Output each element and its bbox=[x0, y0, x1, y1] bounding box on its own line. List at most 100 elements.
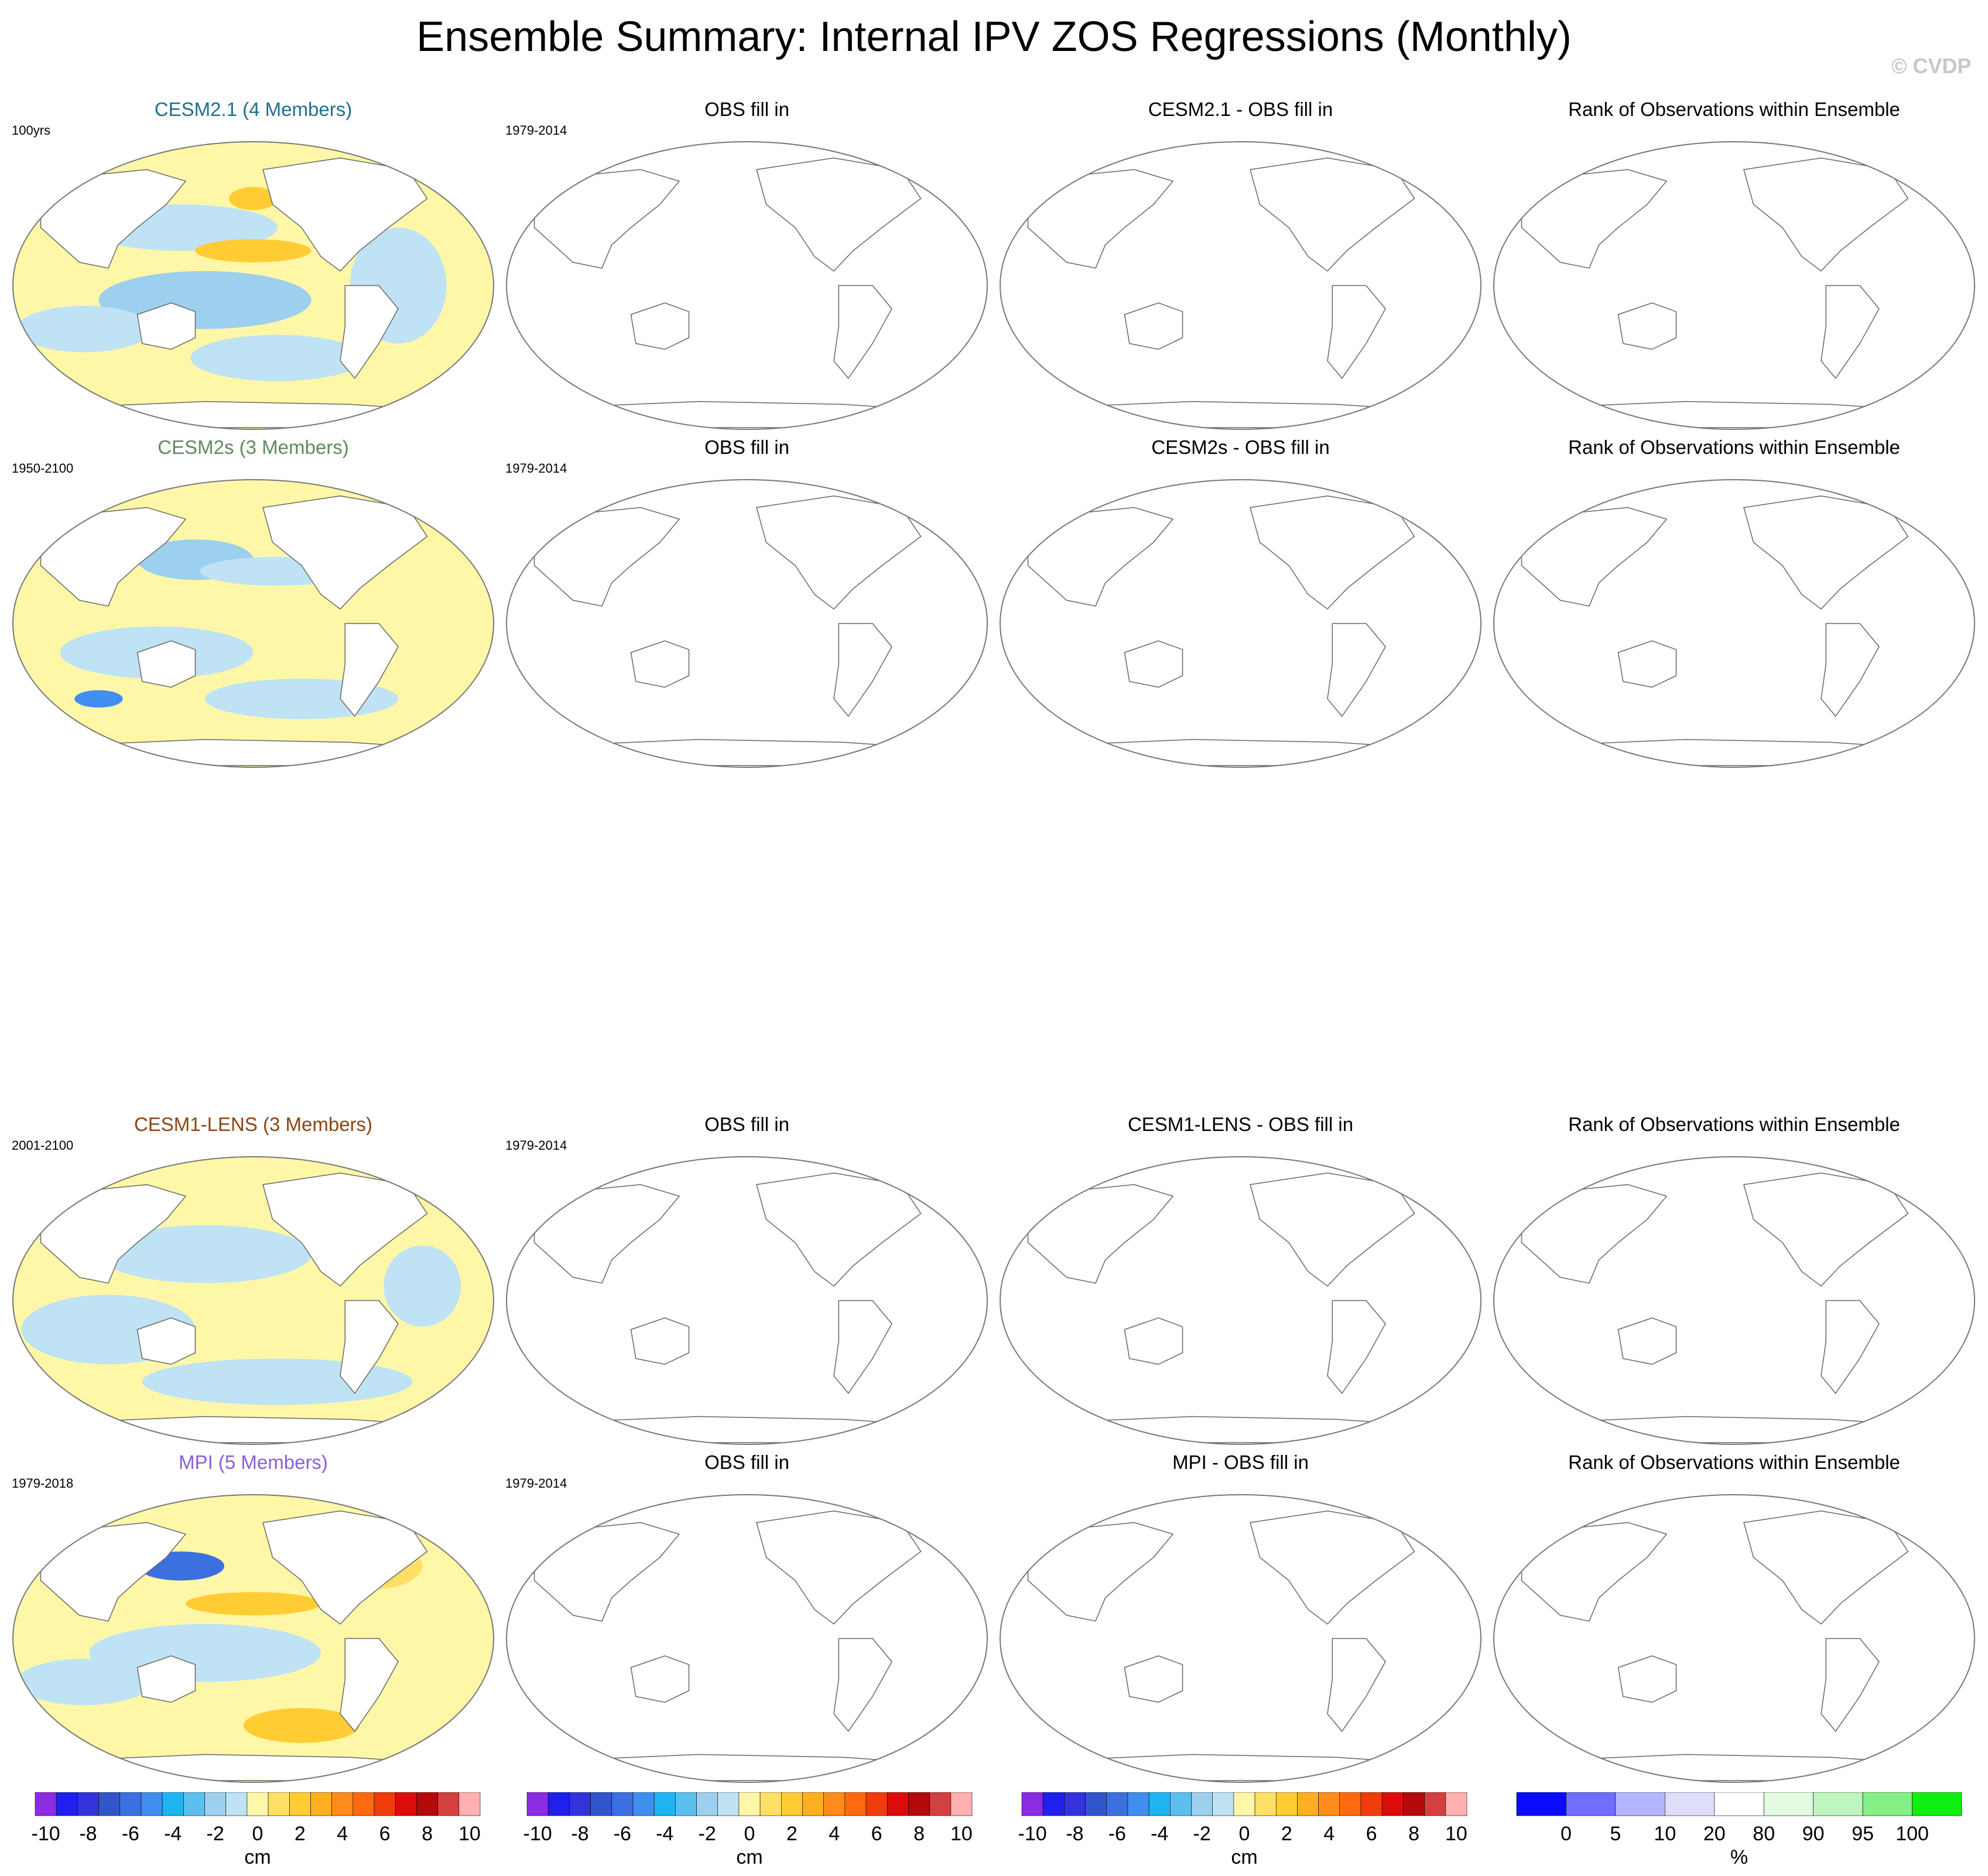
colorbar-2-unit: cm bbox=[1231, 1846, 1257, 1868]
colorbar-1-tick-label: 6 bbox=[871, 1823, 882, 1845]
colorbar-3-swatch bbox=[1714, 1792, 1764, 1816]
colorbar-2-tick-label: -10 bbox=[1018, 1823, 1047, 1845]
colorbar-3-swatch bbox=[1566, 1792, 1616, 1816]
map-r3-rank bbox=[1493, 1494, 1975, 1783]
panel-title-r0-diff: CESM2.1 - OBS fill in bbox=[1148, 98, 1333, 120]
colorbar-1-swatch bbox=[823, 1792, 846, 1816]
colorbar-1-swatch bbox=[548, 1792, 570, 1816]
colorbar-2-tick-label: -6 bbox=[1108, 1823, 1126, 1845]
map-r0-diff bbox=[1000, 141, 1481, 430]
colorbar-3-tick-label: 10 bbox=[1654, 1823, 1676, 1845]
colorbar-1-tick-label: 10 bbox=[950, 1823, 973, 1845]
period-label-r1-ensemble: 1950-2100 bbox=[12, 461, 74, 476]
panel-title-r2-rank: Rank of Observations within Ensemble bbox=[1568, 1113, 1900, 1135]
colorbar-2-swatch bbox=[1318, 1792, 1340, 1816]
colorbar-0-swatch bbox=[374, 1792, 396, 1816]
colorbar-0-swatch bbox=[141, 1792, 163, 1816]
colorbar-1-swatch bbox=[675, 1792, 697, 1816]
colorbar-2-swatch bbox=[1106, 1792, 1128, 1816]
map-r1-rank bbox=[1493, 479, 1975, 768]
colorbar-2-tick-label: 6 bbox=[1366, 1823, 1377, 1845]
colorbar-3-swatch bbox=[1665, 1792, 1715, 1816]
colorbar-2-swatch bbox=[1233, 1792, 1255, 1816]
map-r0-ensemble bbox=[12, 141, 494, 430]
colorbar-2-swatch bbox=[1339, 1792, 1361, 1816]
panel-title-r1-rank: Rank of Observations within Ensemble bbox=[1568, 436, 1900, 458]
colorbar-0-tick-label: 6 bbox=[379, 1823, 391, 1845]
colorbar-0-tick-label: -4 bbox=[164, 1823, 182, 1845]
colorbar-1-swatch bbox=[653, 1792, 676, 1816]
colorbar-2-tick-label: 0 bbox=[1239, 1823, 1250, 1845]
colorbar-2: -10 -8 -6 -4 -2 0 2 4 6 8 10 cm bbox=[1018, 1792, 1467, 1868]
colorbar-1-swatch bbox=[908, 1792, 930, 1816]
colorbar-0-unit: cm bbox=[244, 1846, 271, 1868]
colorbar-2-swatch bbox=[1424, 1792, 1446, 1816]
panel-title-r0-obs: OBS fill in bbox=[704, 98, 789, 120]
colorbar-0-tick-label: 4 bbox=[337, 1823, 348, 1845]
map-r2-ensemble bbox=[12, 1156, 494, 1445]
colorbar-2-swatch bbox=[1360, 1792, 1383, 1816]
colorbar-1-swatch bbox=[632, 1792, 655, 1816]
colorbar-2-tick-label: 8 bbox=[1408, 1823, 1419, 1845]
map-r0-rank bbox=[1493, 141, 1975, 430]
colorbar-0-swatch bbox=[98, 1792, 121, 1816]
colorbar-2-swatch bbox=[1381, 1792, 1404, 1816]
panel-title-r2-ensemble: CESM1-LENS (3 Members) bbox=[134, 1113, 373, 1135]
colorbar-0-swatch bbox=[119, 1792, 142, 1816]
colorbar-2-tick-label: 2 bbox=[1281, 1823, 1292, 1845]
map-r2-diff bbox=[1000, 1156, 1481, 1445]
panel-title-r1-diff: CESM2s - OBS fill in bbox=[1151, 436, 1330, 458]
panel-title-r3-ensemble: MPI (5 Members) bbox=[179, 1451, 328, 1473]
colorbar-0-swatch bbox=[353, 1792, 375, 1816]
colorbar-0-tick-label: 8 bbox=[422, 1823, 433, 1845]
colorbar-3-unit: % bbox=[1730, 1846, 1748, 1868]
colorbar-3-swatch bbox=[1912, 1792, 1962, 1816]
colorbar-0-swatch bbox=[56, 1792, 78, 1816]
colorbar-2-tick-label: -8 bbox=[1066, 1823, 1083, 1845]
period-label-r3-obs: 1979-2014 bbox=[505, 1476, 567, 1491]
colorbar-1-swatch bbox=[526, 1792, 549, 1816]
colorbar-1-swatch bbox=[696, 1792, 718, 1816]
colorbar-2-swatch bbox=[1127, 1792, 1149, 1816]
colorbar-1-tick-label: -10 bbox=[523, 1823, 552, 1845]
panel-title-r0-rank: Rank of Observations within Ensemble bbox=[1568, 98, 1900, 120]
colorbar-1-swatch bbox=[717, 1792, 740, 1816]
colorbar-2-tick-label: 4 bbox=[1323, 1823, 1335, 1845]
colorbar-0-swatch bbox=[162, 1792, 184, 1816]
map-r2-rank bbox=[1493, 1156, 1975, 1445]
colorbar-0-swatch bbox=[183, 1792, 205, 1816]
colorbar-1-tick-label: 4 bbox=[829, 1823, 840, 1845]
panel-title-r3-obs: OBS fill in bbox=[704, 1451, 789, 1473]
colorbar-0-swatch bbox=[437, 1792, 460, 1816]
colorbar-2-swatch bbox=[1191, 1792, 1213, 1816]
colorbar-0-swatch bbox=[225, 1792, 248, 1816]
period-label-r3-ensemble: 1979-2018 bbox=[12, 1476, 74, 1491]
period-label-r2-ensemble: 2001-2100 bbox=[12, 1138, 74, 1153]
period-label-r0-ensemble: 100yrs bbox=[12, 123, 51, 138]
colorbar-1-swatch bbox=[865, 1792, 888, 1816]
period-label-r0-obs: 1979-2014 bbox=[505, 123, 567, 138]
colorbar-2-tick-label: -4 bbox=[1151, 1823, 1168, 1845]
colorbar-3-tick-label: 0 bbox=[1561, 1823, 1572, 1845]
colorbar-3-tick-label: 5 bbox=[1610, 1823, 1621, 1845]
colorbar-1-swatch bbox=[611, 1792, 634, 1816]
figure-title: Ensemble Summary: Internal IPV ZOS Regre… bbox=[416, 13, 1572, 60]
panel-title-r2-diff: CESM1-LENS - OBS fill in bbox=[1127, 1113, 1354, 1135]
colorbar-0-swatch bbox=[395, 1792, 417, 1816]
colorbar-1-tick-label: -2 bbox=[699, 1823, 716, 1845]
colorbar-0-swatch bbox=[458, 1792, 481, 1816]
colorbar-2-swatch bbox=[1297, 1792, 1319, 1816]
colorbar-3-tick-label: 90 bbox=[1802, 1823, 1825, 1845]
colorbar-2-swatch bbox=[1170, 1792, 1192, 1816]
colorbar-2-tick-label: 10 bbox=[1445, 1823, 1467, 1845]
colorbar-2-swatch bbox=[1042, 1792, 1065, 1816]
colorbar-3-swatch bbox=[1516, 1792, 1566, 1816]
colorbar-0-swatch bbox=[268, 1792, 290, 1816]
colorbar-0-swatch bbox=[77, 1792, 99, 1816]
map-r1-diff bbox=[1000, 479, 1481, 768]
colorbar-0-tick-label: 0 bbox=[252, 1823, 264, 1845]
colorbar-0-swatch bbox=[247, 1792, 269, 1816]
colorbar-1-tick-label: -6 bbox=[614, 1823, 631, 1845]
colorbar-2-swatch bbox=[1403, 1792, 1425, 1816]
panel-title-r0-ensemble: CESM2.1 (4 Members) bbox=[154, 98, 353, 120]
